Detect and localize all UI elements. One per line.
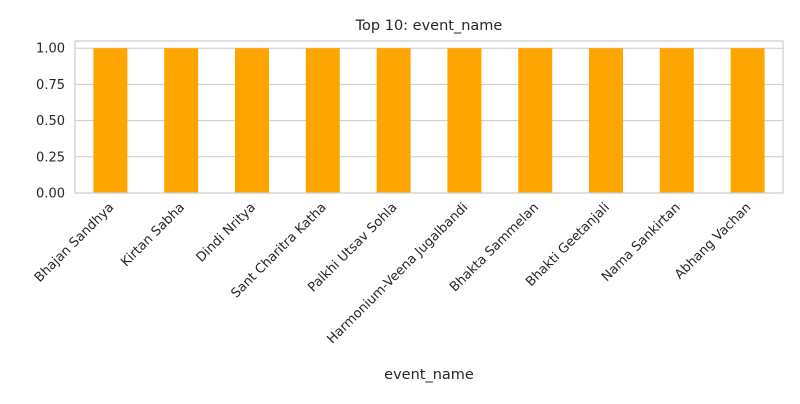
y-tick-label: 0.25: [36, 150, 65, 165]
bar: [447, 48, 482, 193]
bar: [235, 48, 269, 193]
y-tick-labels: 0.00 0.25 0.50 0.75 1.00: [36, 42, 65, 202]
x-tick-label: Dindi Nritya: [194, 200, 259, 265]
bar: [659, 48, 694, 193]
bar: [164, 48, 199, 193]
y-tick-label: 0.75: [36, 78, 65, 93]
chart-title: Top 10: event_name: [355, 18, 503, 34]
plot-frame: [74, 40, 784, 194]
x-tick-label: Harmonium-Veena Jugalbandi: [324, 200, 471, 347]
x-tick-labels: Bhajan Sandhya Kirtan Sabha Dindi NrityaSa…: [32, 200, 755, 347]
bar: [376, 48, 411, 193]
bars: [93, 48, 765, 193]
x-tick-label: Abhang Vachan: [672, 200, 754, 282]
y-tick-label: 1.00: [36, 42, 65, 57]
y-tick-label: 0.50: [36, 114, 65, 129]
bar: [518, 48, 553, 193]
bar: [730, 48, 765, 193]
bar: [589, 48, 623, 193]
bar: [93, 48, 128, 193]
x-tick-label: Nama Sankirtan: [599, 200, 684, 285]
x-axis-title: event_name: [384, 367, 474, 383]
bar: [305, 48, 340, 193]
x-tick-label: Bhajan Sandhya: [32, 200, 117, 285]
y-tick-label: 0.00: [36, 187, 65, 202]
x-tick-label: Kirtan Sabha: [118, 200, 188, 270]
